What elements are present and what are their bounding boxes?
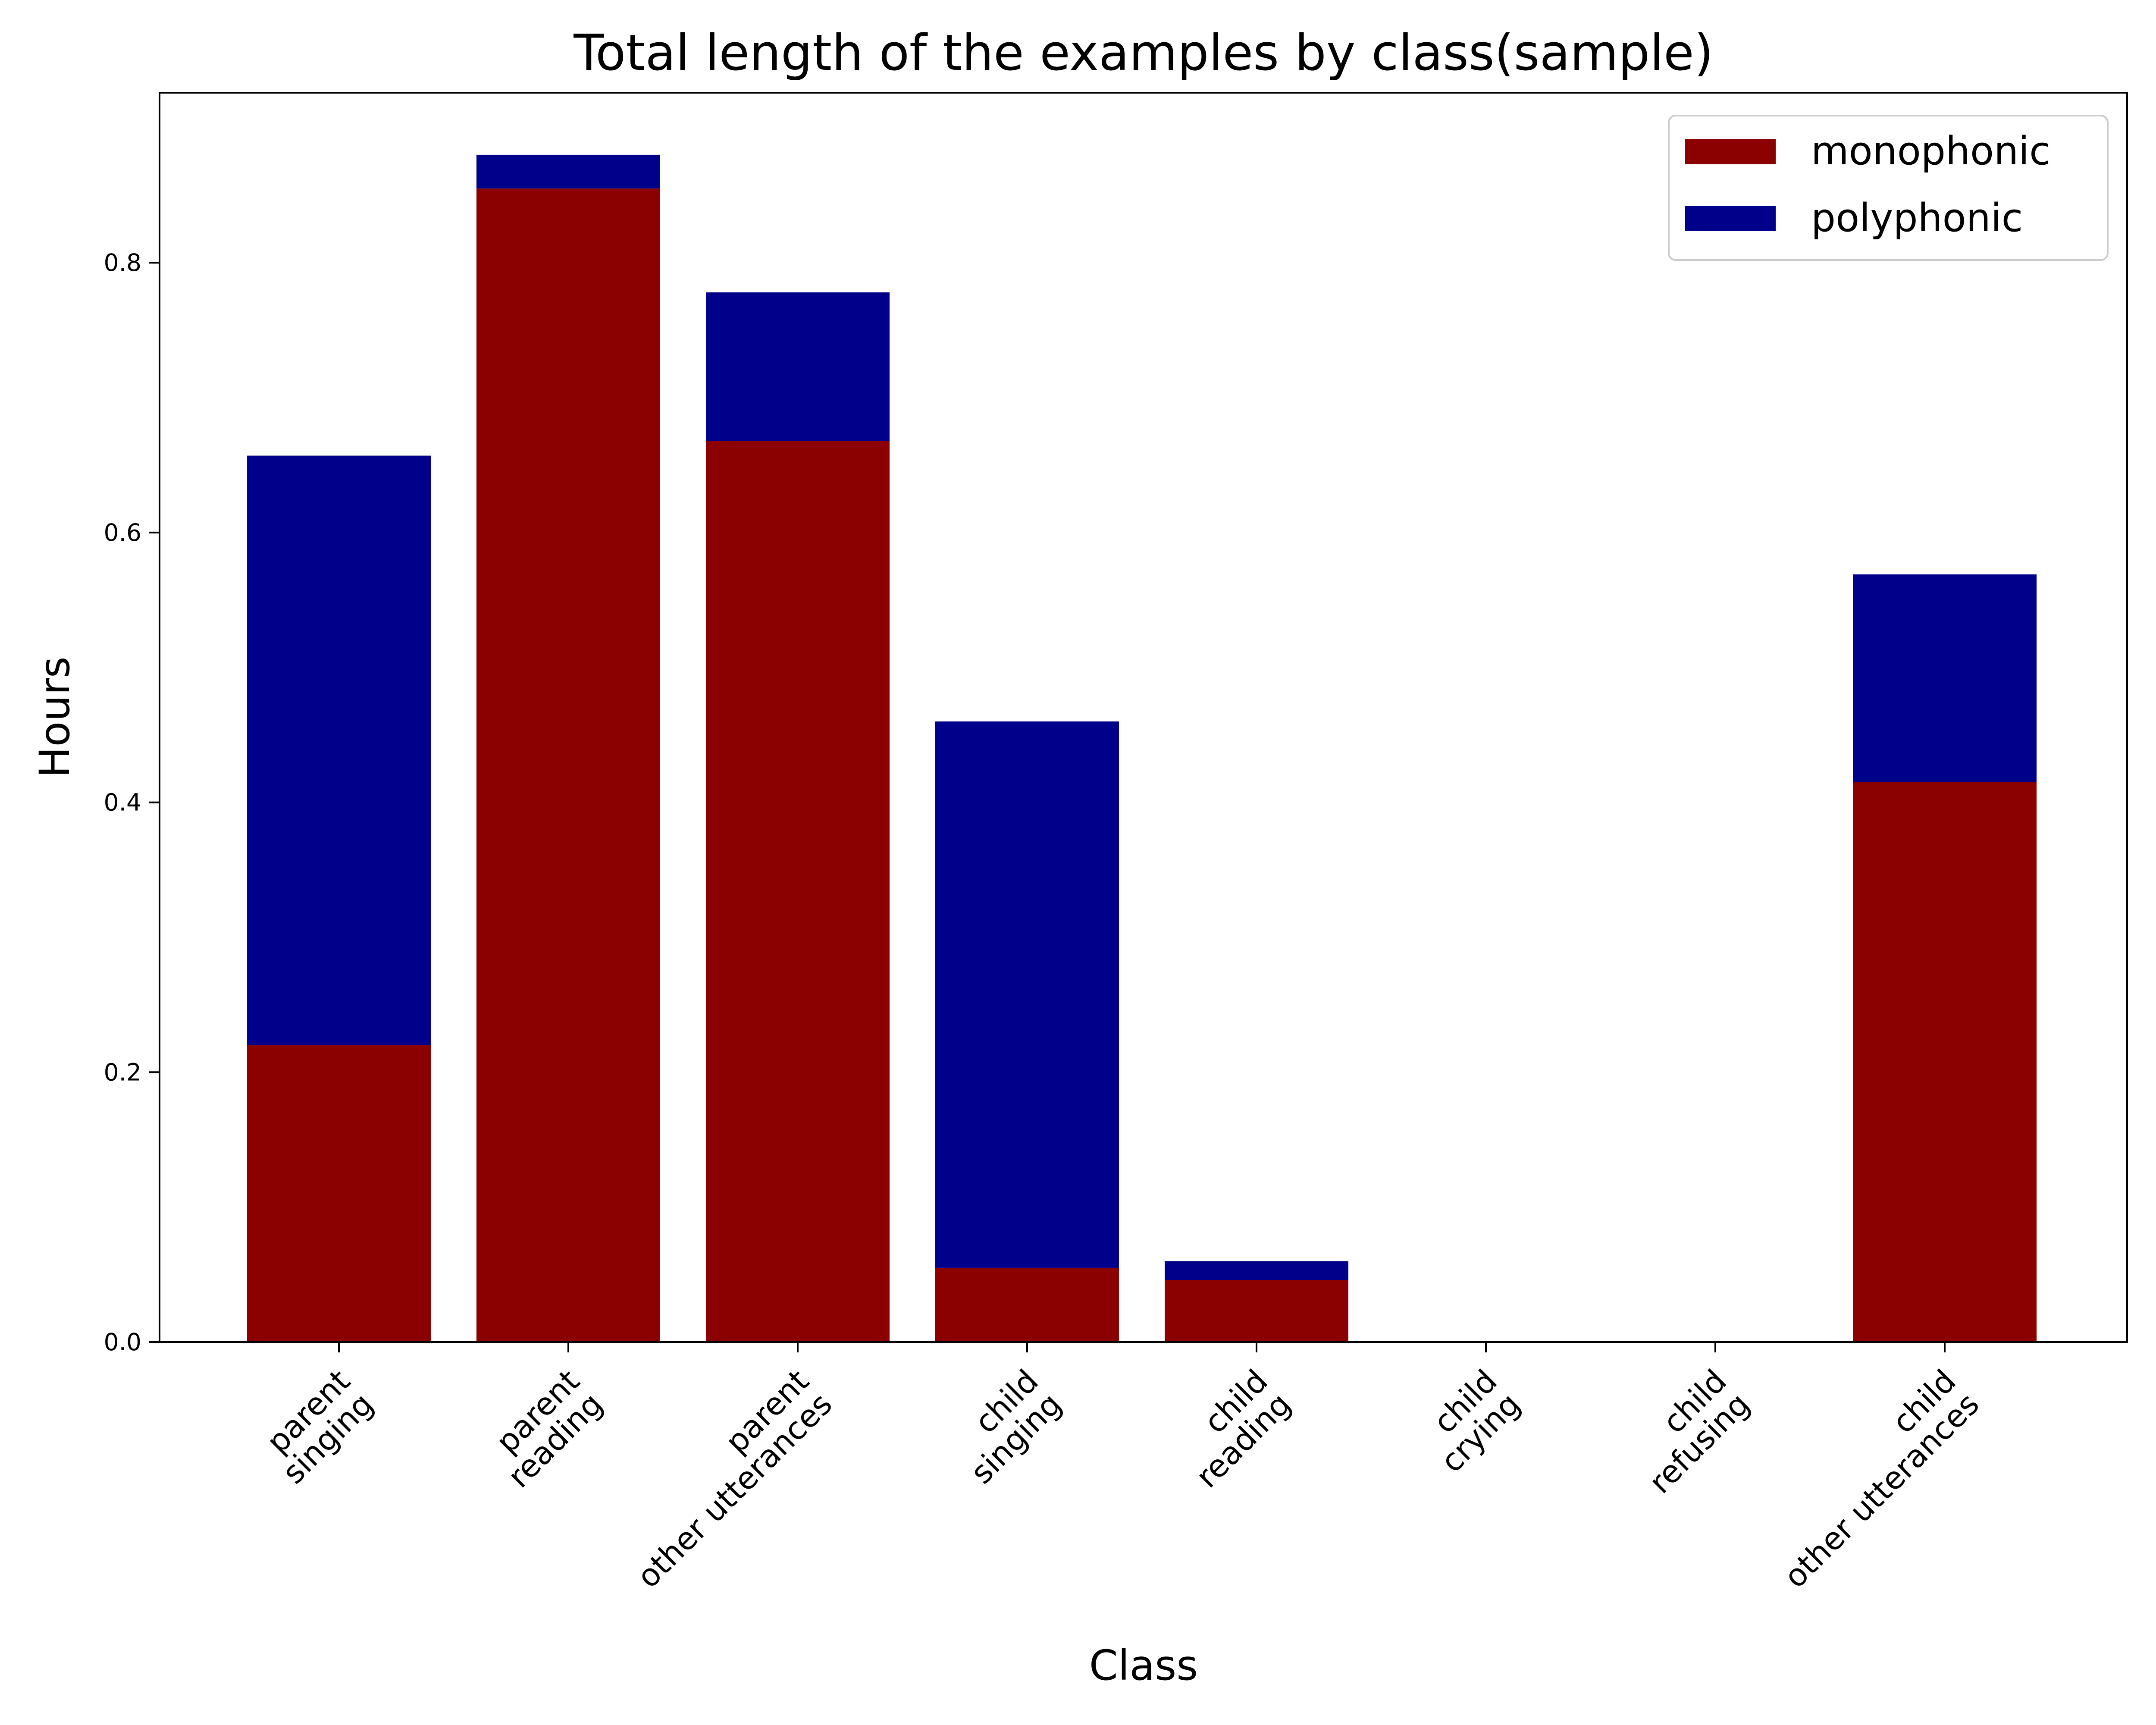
y-tick-label-3: 0.6 xyxy=(104,519,141,546)
legend-swatch-monophonic xyxy=(1685,139,1776,164)
bar-monophonic-0 xyxy=(247,1045,431,1342)
bar-monophonic-4 xyxy=(1165,1280,1348,1342)
y-tick-label-2: 0.4 xyxy=(104,789,141,816)
plot-frame xyxy=(159,92,2128,1343)
y-axis-label: Hours xyxy=(31,656,79,778)
bar-polyphonic-7 xyxy=(1853,574,2037,782)
legend-label-polyphonic: polyphonic xyxy=(1811,195,2023,241)
legend-frame xyxy=(1668,115,2109,261)
legend: monophonic polyphonic xyxy=(1668,115,2109,261)
bar-monophonic-3 xyxy=(935,1267,1119,1342)
bar-monophonic-7 xyxy=(1853,782,2037,1342)
x-axis-label: Class xyxy=(1089,1641,1198,1690)
bar-polyphonic-2 xyxy=(706,292,890,441)
y-tick-label-4: 0.8 xyxy=(104,249,141,276)
bar-polyphonic-4 xyxy=(1165,1261,1348,1280)
bar-polyphonic-3 xyxy=(935,721,1119,1268)
legend-label-monophonic: monophonic xyxy=(1811,129,2051,174)
bar-polyphonic-1 xyxy=(476,154,660,189)
chart-title: Total length of the examples by class(sa… xyxy=(573,24,1713,82)
bars-group xyxy=(247,154,2037,1342)
y-tick-label-1: 0.2 xyxy=(104,1058,141,1086)
bar-polyphonic-0 xyxy=(247,455,431,1045)
legend-swatch-polyphonic xyxy=(1685,206,1776,231)
bar-monophonic-2 xyxy=(706,441,890,1342)
y-tick-label-0: 0.0 xyxy=(104,1328,141,1356)
y-axis: 0.0 0.2 0.4 0.6 0.8 xyxy=(104,249,160,1356)
bar-monophonic-1 xyxy=(476,188,660,1342)
